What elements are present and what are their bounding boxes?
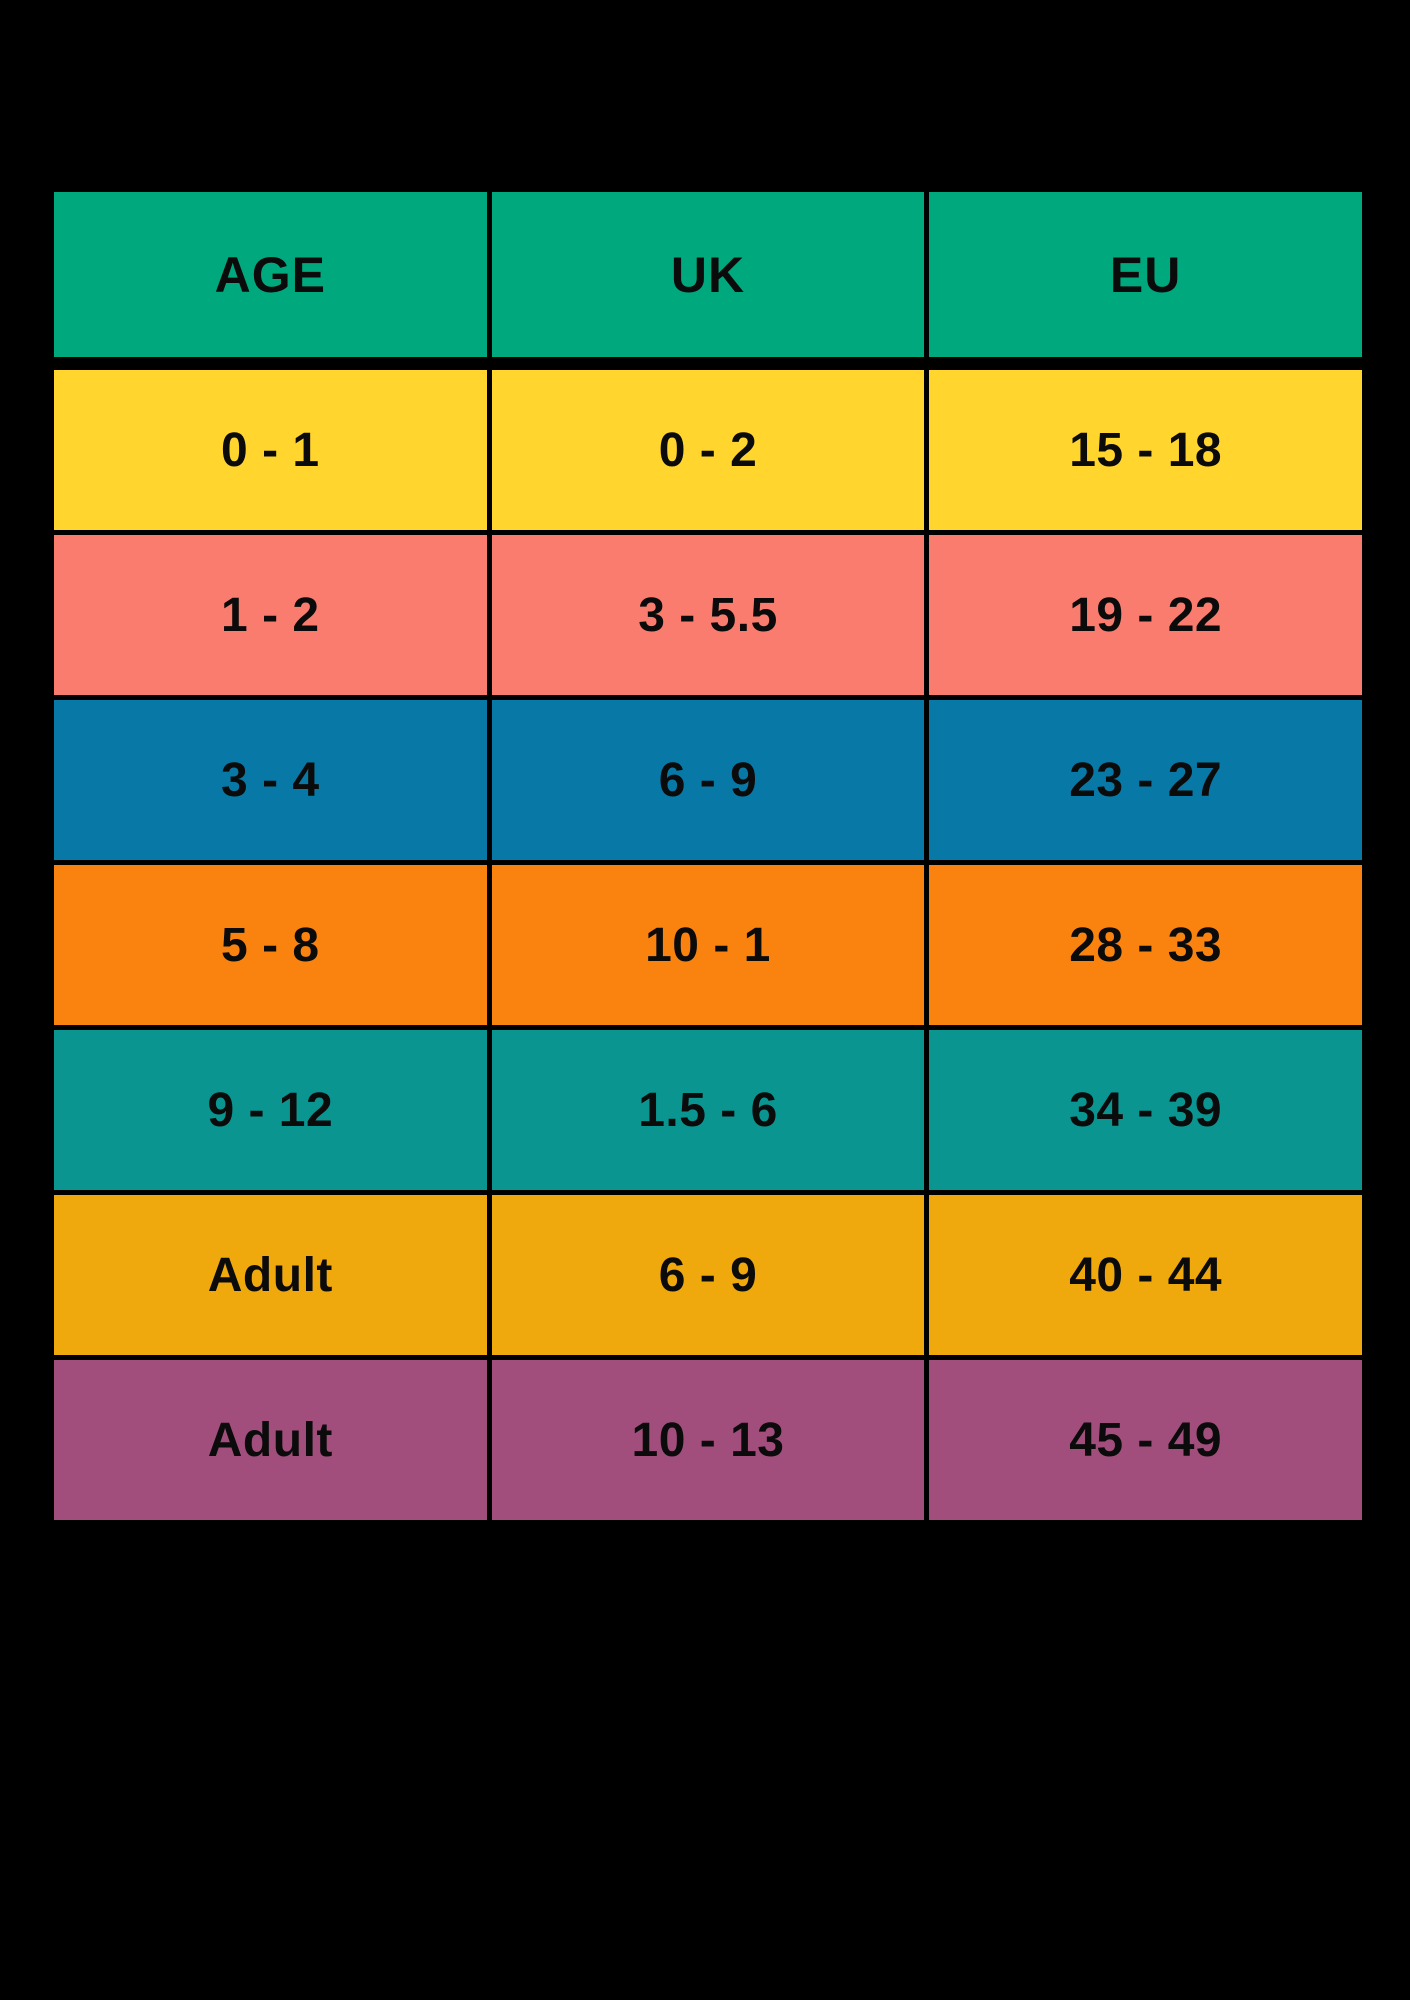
cell-row1-age: 0 - 1: [54, 370, 487, 530]
table-header-row: AGE UK EU: [54, 192, 1362, 357]
cell-row6-uk: 6 - 9: [491, 1195, 925, 1355]
cell-row6-age: Adult: [54, 1195, 487, 1355]
cell-row1-eu: 15 - 18: [929, 370, 1362, 530]
header-cell-uk: UK: [491, 192, 925, 357]
cell-row3-uk: 6 - 9: [491, 700, 925, 860]
cell-row4-uk: 10 - 1: [491, 865, 925, 1025]
cell-row3-eu: 23 - 27: [929, 700, 1362, 860]
header-cell-age: AGE: [54, 192, 487, 357]
cell-row5-eu: 34 - 39: [929, 1030, 1362, 1190]
cell-row6-eu: 40 - 44: [929, 1195, 1362, 1355]
cell-row5-age: 9 - 12: [54, 1030, 487, 1190]
cell-row7-age: Adult: [54, 1360, 487, 1520]
header-cell-eu: EU: [929, 192, 1362, 357]
cell-row4-age: 5 - 8: [54, 865, 487, 1025]
cell-row2-eu: 19 - 22: [929, 535, 1362, 695]
cell-row7-uk: 10 - 13: [491, 1360, 925, 1520]
cell-row5-uk: 1.5 - 6: [491, 1030, 925, 1190]
cell-row7-eu: 45 - 49: [929, 1360, 1362, 1520]
cell-row4-eu: 28 - 33: [929, 865, 1362, 1025]
cell-row2-uk: 3 - 5.5: [491, 535, 925, 695]
cell-row2-age: 1 - 2: [54, 535, 487, 695]
table-body: 0 - 1 0 - 2 15 - 18 1 - 2 3 - 5.5 19 - 2…: [54, 370, 1362, 1520]
cell-row3-age: 3 - 4: [54, 700, 487, 860]
cell-row1-uk: 0 - 2: [491, 370, 925, 530]
size-table: AGE UK EU 0 - 1 0 - 2 15 - 18 1 - 2 3 - …: [54, 192, 1362, 1520]
